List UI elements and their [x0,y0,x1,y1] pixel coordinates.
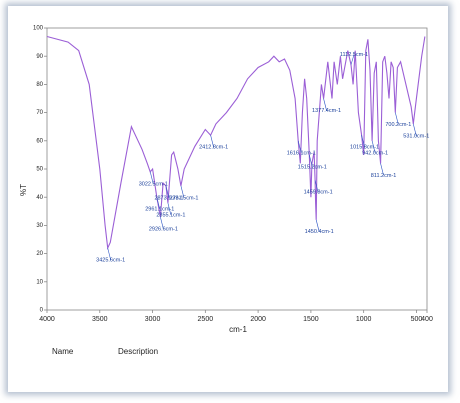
annotation-leader [149,171,154,184]
annotation-label: 1450.4cm-1 [305,229,334,235]
annotation-label: 1616.1cm-1 [287,150,316,156]
annotation-label: 2873.1cm-1 [154,195,183,201]
annotation-leader [350,54,355,65]
annotation-leader [297,140,302,153]
y-tick-label: 50 [36,167,43,173]
annotation-label: 942.0cm-1 [362,150,388,156]
x-tick-label: 1000 [356,316,372,323]
y-tick-label: 100 [33,26,44,32]
y-tick-label: 20 [36,251,43,257]
annotation-label: 2961.1cm-1 [145,207,174,213]
annotation-leader [180,185,185,198]
annotation-leader [210,135,214,148]
y-tick-label: 10 [36,279,43,285]
annotation-label: 1015.8cm-1 [350,145,379,151]
annotation-leader [371,140,376,153]
annotation-label: 2926.6cm-1 [149,226,178,232]
annotation-leader [315,219,320,232]
annotation-leader [156,197,161,210]
annotation-label: 700.2cm-1 [385,122,411,128]
footer-description: Description [118,347,158,356]
annotation-leader [160,216,164,230]
annotation-label: 531.0cm-1 [403,133,429,139]
x-tick-label: 2000 [250,316,266,323]
annotation-label: 2412.8cm-1 [199,145,228,151]
y-tick-label: 70 [36,110,43,116]
plot-area [46,27,428,311]
y-tick-label: 90 [36,54,43,60]
x-tick-label: 500 [411,316,423,323]
spectrum-line [46,35,426,251]
annotation-label: 1515.2cm-1 [298,164,327,170]
annotation-label: 811.2cm-1 [371,173,397,179]
annotation-leader [361,135,365,148]
annotation-label: 2855.1cm-1 [156,212,185,218]
annotation-label: 3022.5cm-1 [139,181,168,187]
annotation-leader [309,154,313,167]
x-tick-label: 3500 [92,316,108,323]
y-tick-label: 40 [36,195,43,201]
y-tick-label: 80 [36,82,43,88]
y-tick-label: 30 [36,223,43,229]
annotation-leader [167,202,172,215]
x-tick-label: 3000 [145,316,161,323]
x-tick-label: 1500 [303,316,319,323]
annotation-leader [323,98,327,111]
annotation-label: 2731.5cm-1 [169,195,198,201]
x-axis-label: cm-1 [229,325,247,334]
annotation-leader [314,180,319,193]
annotation-leader [395,112,399,125]
footer-name: Name [52,347,74,356]
annotation-label: 1377.4cm-1 [312,108,341,114]
y-tick-label: 0 [40,308,44,314]
x-tick-label: 2500 [198,316,214,323]
y-axis-label: %T [19,184,28,196]
annotation-label: 3425.6cm-1 [96,257,125,263]
y-tick-label: 60 [36,138,43,144]
annotation-label: 1112.5cm-1 [340,52,368,58]
x-tick-label: 400 [421,316,433,323]
x-tick-label: 4000 [39,316,55,323]
annotation-label: 1459.8cm-1 [304,190,333,196]
annotation-leader [165,185,170,198]
annotation-leader [107,247,111,261]
annotation-leader [412,123,417,136]
annotation-leader [380,163,384,176]
